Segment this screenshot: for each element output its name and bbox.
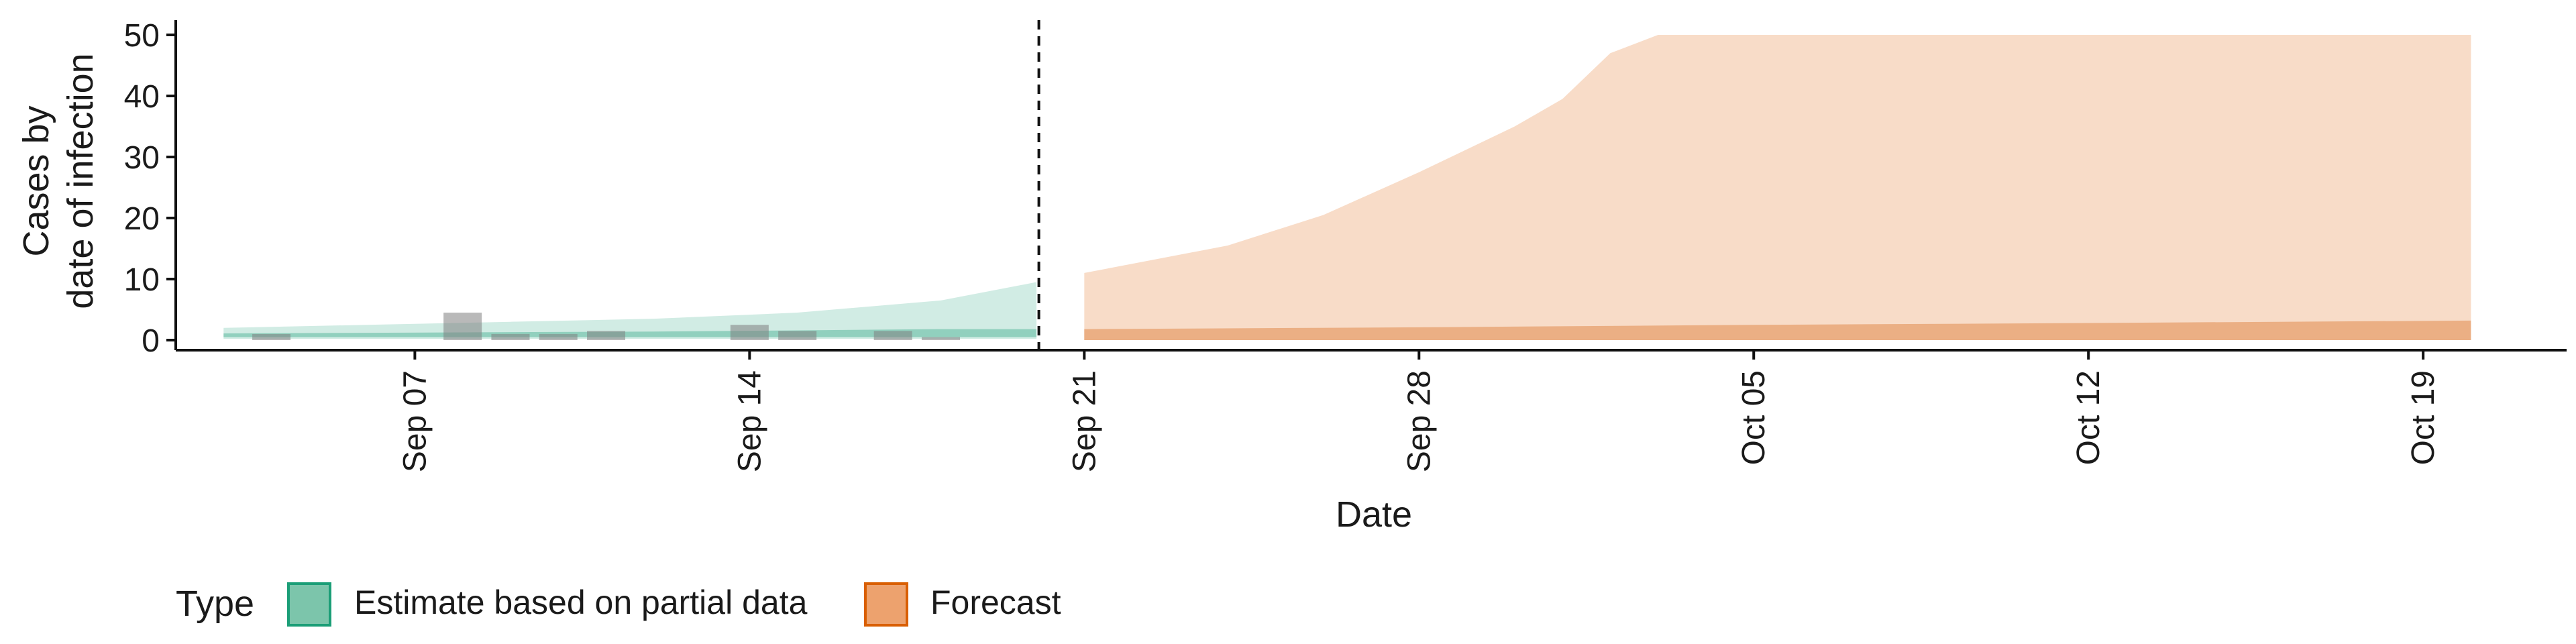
y-tick-label: 0 bbox=[142, 323, 160, 359]
observed-cases-bar bbox=[443, 313, 482, 340]
observed-cases-bar bbox=[921, 337, 960, 340]
legend-title: Type bbox=[176, 584, 254, 624]
y-tick-label: 50 bbox=[124, 18, 160, 54]
x-tick-label: Sep 14 bbox=[732, 370, 767, 472]
estimate-outer-interval bbox=[223, 282, 1037, 339]
y-axis-title-line-1: Cases by bbox=[16, 105, 56, 256]
x-tick-label: Oct 05 bbox=[1736, 370, 1772, 465]
observed-cases-bar bbox=[252, 333, 291, 340]
observed-cases-bar bbox=[730, 325, 769, 340]
x-tick-label: Sep 07 bbox=[397, 370, 433, 472]
x-axis-title: Date bbox=[1336, 494, 1412, 535]
data-layer bbox=[223, 20, 2471, 350]
observed-cases-bar bbox=[587, 331, 626, 340]
legend-label-forecast: Forecast bbox=[930, 584, 1061, 621]
x-tick-label: Sep 28 bbox=[1401, 370, 1437, 472]
observed-cases-bar bbox=[539, 333, 578, 340]
y-tick-label: 20 bbox=[124, 201, 160, 237]
x-tick-label: Oct 12 bbox=[2071, 370, 2106, 465]
x-tick-label: Oct 19 bbox=[2406, 370, 2441, 465]
forecast-outer-interval bbox=[1084, 35, 2471, 340]
y-axis-title-line-2: date of infection bbox=[60, 53, 101, 309]
x-tick-label: Sep 21 bbox=[1067, 370, 1102, 472]
legend-key-forecast bbox=[864, 582, 908, 627]
forecast-inner-interval bbox=[1084, 320, 2471, 340]
y-tick-label: 40 bbox=[124, 79, 160, 115]
legend-key-estimate bbox=[287, 582, 331, 627]
legend-label-estimate: Estimate based on partial data bbox=[354, 584, 808, 621]
observed-cases-bar bbox=[491, 333, 530, 340]
axes-layer: 0 10 20 30 40 50 Sep 07 Sep 14 Sep 21 Sep 28 Oct 0… bbox=[124, 18, 2567, 472]
legend: Type Estimate based on partial data Fore… bbox=[176, 582, 1061, 627]
observed-cases-bar bbox=[778, 331, 817, 340]
y-tick-label: 10 bbox=[124, 262, 160, 298]
observed-cases-bar bbox=[873, 331, 912, 340]
y-tick-label: 30 bbox=[124, 140, 160, 176]
estimate-inner-interval bbox=[223, 329, 1037, 337]
